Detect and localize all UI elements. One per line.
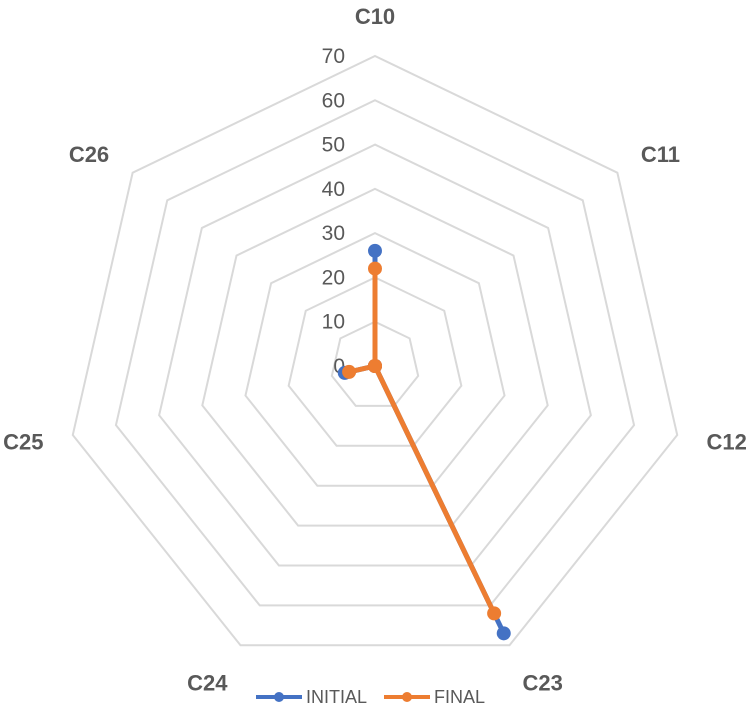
grid-ring xyxy=(244,232,506,487)
radial-tick-label: 70 xyxy=(322,45,345,68)
grid-ring xyxy=(158,143,592,567)
series-initial xyxy=(337,243,511,641)
radial-tick-label: 60 xyxy=(322,89,345,112)
grid-ring xyxy=(287,276,463,447)
legend-swatch-marker xyxy=(274,692,284,702)
grid-ring xyxy=(71,54,679,647)
series-line-final xyxy=(346,266,497,616)
grid-ring xyxy=(330,320,420,407)
grid-ring xyxy=(114,99,636,607)
data-point-initial-c10 xyxy=(368,243,382,258)
radial-tick-label: 50 xyxy=(322,134,345,157)
legend-item-initial: INITIAL xyxy=(256,687,367,707)
data-point-final-c26 xyxy=(368,359,382,373)
legend: INITIAL FINAL xyxy=(256,687,485,707)
radial-tick-label: 30 xyxy=(322,222,345,245)
data-point-final-c10 xyxy=(368,261,382,276)
series-final xyxy=(342,261,502,621)
legend-label: FINAL xyxy=(434,687,485,707)
data-series xyxy=(337,243,511,641)
category-labels: C10 C11 C12 C23 C24 C25 C26 xyxy=(3,4,747,695)
category-label-c26: C26 xyxy=(69,142,109,167)
data-point-initial-c23 xyxy=(496,626,511,641)
category-label-c11: C11 xyxy=(641,142,680,167)
legend-swatch-marker xyxy=(402,692,412,702)
legend-label: INITIAL xyxy=(306,687,367,707)
category-label-c10: C10 xyxy=(355,4,395,29)
series-line-initial xyxy=(342,248,507,636)
legend-item-final: FINAL xyxy=(384,687,485,707)
data-point-final-c23 xyxy=(487,606,502,621)
radial-tick-label: 20 xyxy=(322,266,345,289)
radial-tick-label: 0 xyxy=(333,355,345,378)
category-label-c25: C25 xyxy=(3,430,43,455)
grid-ring xyxy=(201,187,549,527)
data-point-final-c25 xyxy=(342,364,357,379)
radial-tick-label: 40 xyxy=(322,178,345,201)
category-label-c24: C24 xyxy=(187,670,228,695)
category-label-c23: C23 xyxy=(523,670,563,695)
radial-tick-labels: 0 10 20 30 40 50 60 70 xyxy=(322,45,345,378)
grid xyxy=(71,54,679,647)
category-label-c12: C12 xyxy=(706,430,746,455)
radial-tick-label: 10 xyxy=(322,311,345,334)
